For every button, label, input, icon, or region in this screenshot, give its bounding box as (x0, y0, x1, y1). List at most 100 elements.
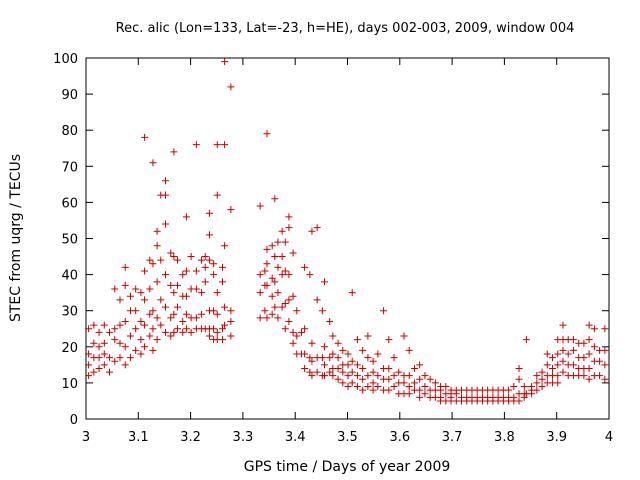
data-point (416, 386, 424, 394)
data-point (271, 253, 279, 261)
data-point (364, 332, 372, 340)
data-point (90, 368, 98, 376)
data-point (198, 256, 206, 264)
data-point (359, 346, 367, 354)
data-point (585, 375, 593, 383)
data-point (219, 325, 227, 333)
data-point (301, 364, 309, 372)
data-point (170, 148, 178, 156)
y-tick-label: 50 (61, 233, 78, 248)
data-point (601, 375, 609, 383)
data-point (210, 271, 218, 279)
data-point (326, 368, 334, 376)
data-point (90, 339, 98, 347)
data-point (285, 271, 293, 279)
data-point (520, 383, 528, 391)
data-point (533, 379, 541, 387)
data-point (549, 354, 557, 362)
data-point (431, 379, 439, 387)
data-point (227, 206, 235, 214)
data-point (353, 372, 361, 380)
data-point (278, 253, 286, 261)
data-point (205, 256, 213, 264)
data-point (313, 224, 321, 232)
data-point (210, 260, 218, 268)
data-point (263, 245, 271, 253)
data-point (198, 289, 206, 297)
data-point (205, 231, 213, 239)
data-point (522, 336, 530, 344)
data-point (85, 361, 93, 369)
data-point (549, 364, 557, 372)
data-point (596, 372, 604, 380)
data-point (274, 263, 282, 271)
data-point (271, 278, 279, 286)
data-point (111, 357, 119, 365)
data-point (263, 130, 271, 138)
data-point (132, 346, 140, 354)
data-point (339, 346, 347, 354)
data-point (293, 307, 301, 315)
data-point (285, 224, 293, 232)
data-point (187, 328, 195, 336)
data-point (320, 278, 328, 286)
data-point (221, 141, 229, 149)
data-point (271, 195, 279, 203)
data-point (132, 325, 140, 333)
data-point (385, 386, 393, 394)
x-tick-label: 3.9 (546, 430, 567, 445)
data-point (149, 159, 157, 167)
data-point (543, 350, 551, 358)
data-point (210, 325, 218, 333)
y-tick-label: 0 (70, 413, 78, 428)
data-point (182, 213, 190, 221)
data-point (285, 213, 293, 221)
data-point (301, 325, 309, 333)
data-point (90, 321, 98, 329)
data-point (353, 361, 361, 369)
data-point (170, 253, 178, 261)
data-point (100, 339, 108, 347)
data-point (329, 372, 337, 380)
data-point (100, 321, 108, 329)
data-point (395, 368, 403, 376)
x-tick-label: 3.6 (389, 430, 410, 445)
data-point (205, 209, 213, 217)
data-point (221, 242, 229, 250)
data-point (278, 303, 286, 311)
data-point (126, 292, 134, 300)
data-point (421, 390, 429, 398)
data-point (157, 321, 165, 329)
data-point (580, 354, 588, 362)
data-point (306, 271, 314, 279)
data-point (227, 307, 235, 315)
data-point (157, 256, 165, 264)
data-point (554, 372, 562, 380)
data-point (528, 390, 536, 398)
data-point (121, 281, 129, 289)
data-point (569, 346, 577, 354)
y-axis-label: STEC from uqrg / TECUs (8, 154, 24, 322)
data-point (410, 379, 418, 387)
data-point (515, 364, 523, 372)
data-point (569, 336, 577, 344)
data-point (369, 386, 377, 394)
data-point (213, 328, 221, 336)
data-point (85, 325, 93, 333)
data-point (348, 368, 356, 376)
data-point (221, 58, 229, 66)
data-point (538, 375, 546, 383)
data-point (174, 281, 182, 289)
data-point (174, 303, 182, 311)
data-point (426, 375, 434, 383)
data-point (192, 314, 200, 322)
x-axis-label: GPS time / Days of year 2009 (244, 459, 451, 475)
data-point (161, 191, 169, 199)
data-point (348, 289, 356, 297)
data-point (157, 296, 165, 304)
data-point (590, 343, 598, 351)
data-point (106, 328, 114, 336)
data-point (153, 278, 161, 286)
data-point (227, 83, 235, 91)
